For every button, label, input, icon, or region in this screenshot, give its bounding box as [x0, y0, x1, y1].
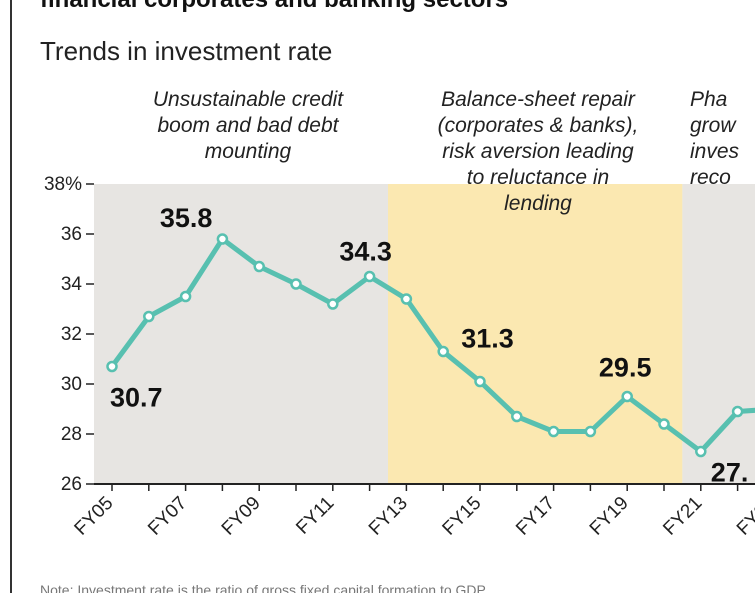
- x-tick-label: FY11: [292, 493, 338, 539]
- data-point: [658, 418, 670, 430]
- x-tick-label: FY13: [365, 493, 412, 540]
- y-tick-label: 26: [61, 474, 82, 495]
- x-tick-label: FY07: [144, 493, 191, 540]
- phase-label-credit-boom: Unsustainable credit boom and bad debt m…: [152, 88, 344, 163]
- data-point: [106, 360, 118, 373]
- data-point: [474, 375, 486, 388]
- chart-subtitle: Trends in investment rate: [40, 36, 333, 66]
- x-tick-label: FY09: [218, 493, 265, 540]
- data-label: 31.3: [461, 324, 514, 354]
- phase-band-2: [682, 184, 755, 484]
- data-point: [584, 425, 597, 438]
- data-point: [511, 410, 523, 423]
- y-tick-label: 28: [61, 424, 82, 445]
- x-tick-label: FY21: [659, 493, 706, 540]
- data-point: [253, 260, 265, 273]
- data-point: [363, 270, 376, 283]
- data-point: [327, 298, 339, 310]
- data-label: 35.8: [160, 203, 213, 233]
- phase-band-1: [388, 184, 683, 484]
- x-tick-label: FY15: [439, 493, 486, 540]
- data-point: [179, 290, 192, 303]
- phase-band-0: [94, 184, 388, 484]
- y-tick-label: 36: [61, 224, 82, 245]
- data-point: [695, 445, 707, 458]
- data-point: [731, 405, 744, 418]
- chart-frame: [10, 0, 755, 593]
- data-point: [216, 233, 229, 245]
- phase-label-balance-sheet-repair: Balance-sheet repair (corporates & banks…: [437, 88, 639, 215]
- x-tick-label: FY23: [733, 493, 755, 540]
- x-tick-label: FY17: [512, 493, 559, 540]
- data-label: 30.7: [110, 383, 163, 413]
- data-label: 27.: [711, 458, 749, 488]
- chart-header: financial corporates and banking sectors: [40, 0, 508, 14]
- phase-label-recovery: Pha grow inves reco: [690, 88, 740, 189]
- y-tick-label: 38%: [44, 174, 82, 195]
- data-point: [400, 293, 413, 305]
- data-label: 34.3: [339, 237, 392, 267]
- chart-footnote: Note: Investment rate is the ratio of gr…: [40, 582, 486, 593]
- x-tick-label: FY05: [71, 493, 118, 540]
- y-tick-label: 34: [61, 274, 83, 295]
- x-tick-label: FY19: [586, 493, 633, 540]
- data-point: [547, 425, 560, 438]
- data-point: [621, 390, 633, 403]
- data-point: [290, 278, 302, 290]
- y-tick-label: 32: [61, 324, 82, 345]
- data-point: [143, 310, 155, 323]
- data-point: [437, 345, 449, 358]
- data-label: 29.5: [599, 353, 652, 383]
- y-tick-label: 30: [61, 374, 82, 395]
